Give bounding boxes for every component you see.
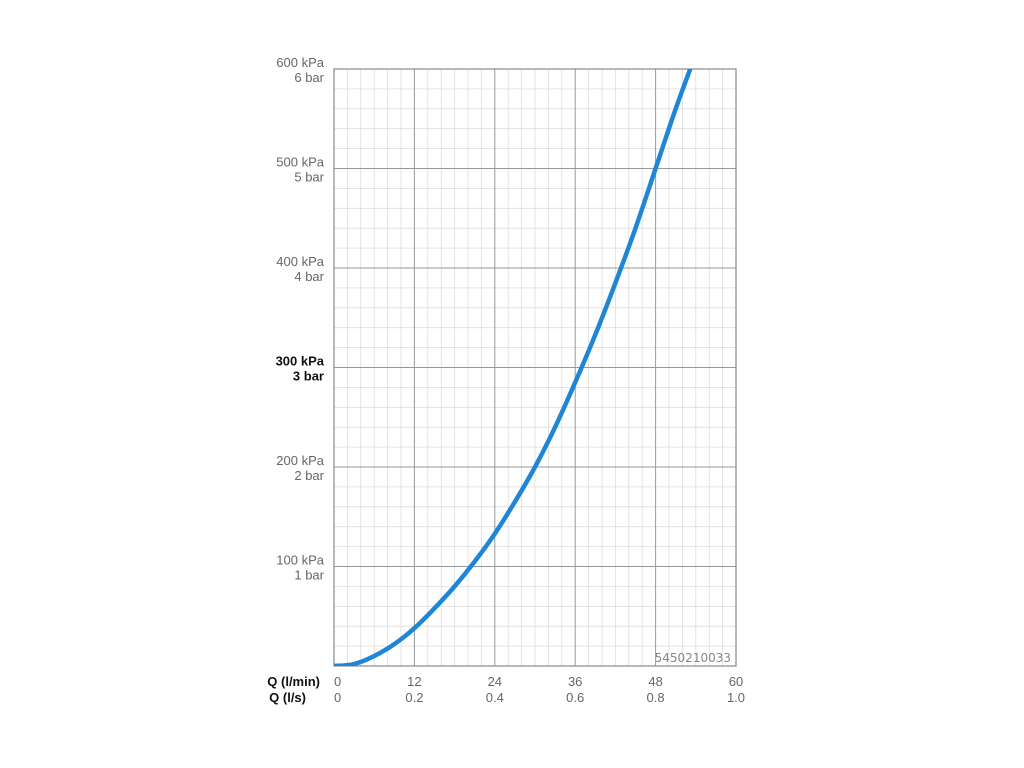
y-tick-label-bar: 5 bar <box>294 170 324 185</box>
y-tick-label-kpa: 300 kPa <box>276 354 325 369</box>
x-tick-label-lps: 0.8 <box>647 690 665 705</box>
y-tick-label-bar: 6 bar <box>294 70 324 85</box>
x-tick-label-lps: 0.6 <box>566 690 584 705</box>
x-tick-label-lps: 0 <box>334 690 341 705</box>
x-tick-label-lpm: 12 <box>407 674 421 689</box>
x-axis-label-flow-lps: Q (l/s) <box>269 690 306 705</box>
x-tick-label-lpm: 48 <box>648 674 662 689</box>
y-tick-label-bar: 2 bar <box>294 468 324 483</box>
x-tick-label-lpm: 24 <box>488 674 502 689</box>
y-tick-label-kpa: 500 kPa <box>276 155 324 170</box>
y-tick-label-bar: 3 bar <box>293 369 324 384</box>
x-tick-label-lps: 0.4 <box>486 690 504 705</box>
y-tick-label-kpa: 200 kPa <box>276 453 324 468</box>
y-tick-label-kpa: 400 kPa <box>276 254 324 269</box>
y-tick-label-bar: 1 bar <box>294 568 324 583</box>
x-tick-label-lps: 1.0 <box>727 690 745 705</box>
y-tick-label-kpa: 600 kPa <box>276 55 324 70</box>
y-tick-label-bar: 4 bar <box>294 269 324 284</box>
x-axis-tick-labels: 00 120.2 240.4 360.6 480.8 601.0 <box>334 674 745 705</box>
plot-frame <box>333 68 737 667</box>
pressure-loss-curve <box>334 69 693 666</box>
x-tick-label-lps: 0.2 <box>405 690 423 705</box>
y-tick-label-kpa: 100 kPa <box>276 553 324 568</box>
x-tick-label-lpm: 60 <box>729 674 743 689</box>
x-axis-label-flow-lpm: Q (l/min) <box>267 674 320 689</box>
product-code-annotation: 5450210033 <box>655 651 731 665</box>
series-layer <box>334 69 693 666</box>
x-tick-label-lpm: 0 <box>334 674 341 689</box>
x-tick-label-lpm: 36 <box>568 674 582 689</box>
